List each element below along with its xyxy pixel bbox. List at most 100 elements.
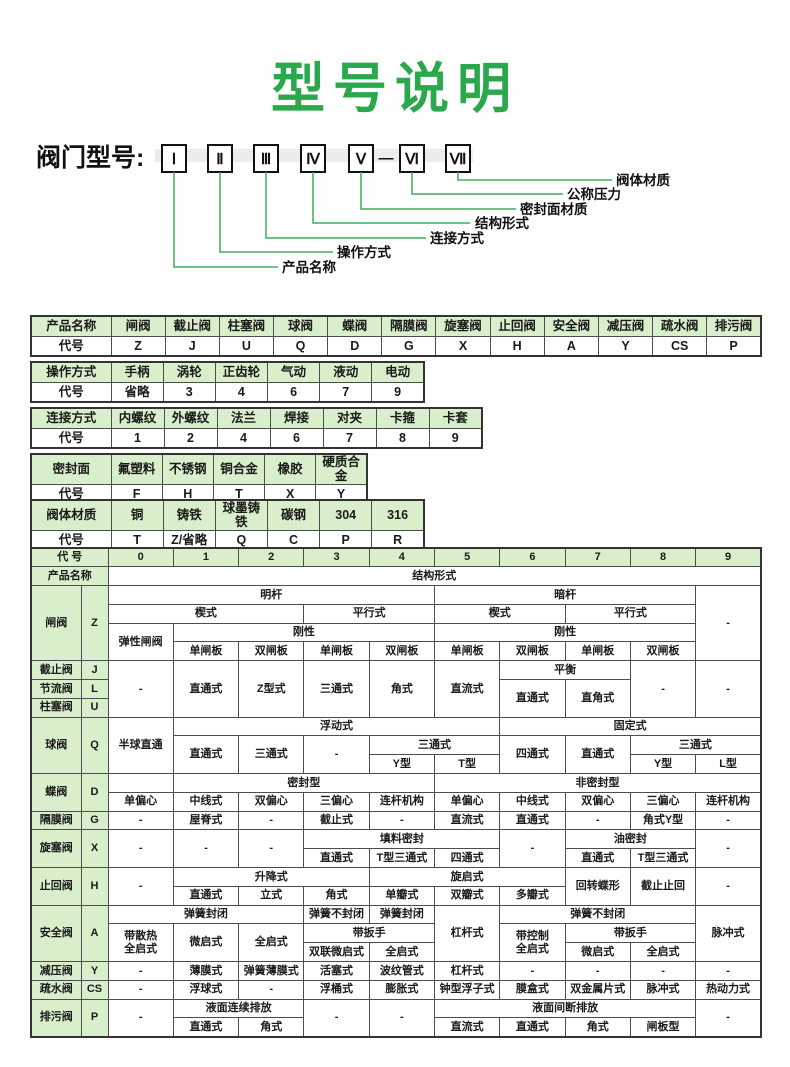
cell: 楔式	[107, 603, 305, 624]
cell: -	[368, 998, 435, 1038]
cell: -	[107, 961, 174, 981]
header-cell: 4	[368, 547, 435, 568]
cell: -	[107, 660, 174, 718]
cell: 双偏心	[238, 791, 305, 812]
cell: 角式Y型	[629, 810, 697, 831]
cell: 浮动式	[172, 716, 501, 737]
cell: 平行式	[303, 603, 435, 624]
cell: 弹簧薄膜式	[238, 961, 305, 981]
cell: -	[564, 810, 631, 831]
cell: -	[695, 998, 762, 1038]
header-cell: 阀体材质	[30, 499, 112, 531]
header-cell: 焊接	[269, 407, 324, 429]
valve-model-diagram: 阀门型号: Ⅰ Ⅱ Ⅲ Ⅳ Ⅴ Ⅵ Ⅶ —	[36, 143, 670, 275]
cell: 双闸板	[238, 641, 305, 662]
header-cell: 液动	[319, 361, 373, 383]
cell: 直通式	[499, 1017, 566, 1038]
cell: -	[695, 585, 762, 662]
cell: 屋脊式	[172, 810, 240, 831]
header-cell: 蝶阀	[30, 773, 82, 812]
cell: 9	[428, 427, 483, 449]
header-cell: 8	[629, 547, 697, 568]
cell: 填料密封	[303, 829, 501, 850]
cell: 半球直通	[107, 716, 174, 775]
header-cell: 橡胶	[264, 453, 317, 485]
cell: 单闸板	[433, 641, 501, 662]
header-cell: CS	[80, 979, 109, 1000]
header-cell: 旋塞阀	[30, 829, 82, 869]
header-cell: 正齿轮	[214, 361, 268, 383]
cell: 平衡	[499, 660, 631, 681]
cell: 脉冲式	[629, 979, 697, 1000]
cell: 直通式	[303, 848, 370, 869]
cell: 油密封	[564, 829, 697, 850]
callout-label: 密封面材质	[519, 201, 588, 217]
cell: 7	[322, 427, 377, 449]
cell: T型三通式	[629, 848, 697, 869]
cell: 活塞式	[303, 961, 370, 981]
cell: 全启式	[629, 942, 697, 963]
cell: Y型	[368, 754, 435, 775]
cell: 弹簧封闭	[107, 904, 305, 925]
callout-line	[173, 172, 278, 268]
cell: Y型	[629, 754, 697, 775]
cell: 直流式	[433, 810, 501, 831]
header-cell: 产品名称	[30, 315, 112, 337]
cell: 4	[214, 381, 268, 403]
cell: T型三通式	[368, 848, 435, 869]
cell: 直通式	[172, 660, 240, 718]
structure-form-table: 代 号 0 1 2 3 4 5 6 7 8 9 产品名称 结构形式 闸阀 Z 明杆 暗杆 - 楔式 平行式 楔式 平行式弹…	[30, 547, 762, 1038]
header-cell: 电动	[371, 361, 425, 383]
body-material-code-table: 阀体材质铜铸铁 球墨铸铁 碳钢 304 316 代号 T Z/省略 Q C P R	[30, 499, 425, 552]
cell: A	[543, 335, 599, 357]
cell: 密封型	[172, 773, 435, 793]
cell: Y	[597, 335, 654, 357]
header-cell: 气动	[266, 361, 321, 383]
header-cell: 6	[499, 547, 566, 568]
segment-box-2: Ⅱ	[216, 152, 223, 168]
cell: 薄膜式	[172, 961, 240, 981]
cell: 杠杆式	[433, 904, 501, 963]
header-cell: 截止阀	[164, 315, 220, 337]
cell: 浮球式	[172, 979, 240, 1000]
cell: 2	[163, 427, 218, 449]
header-cell: 球阀	[272, 315, 329, 337]
cell: 代号	[30, 335, 112, 357]
segment-box-5: Ⅴ	[355, 152, 367, 168]
callout-lines	[173, 172, 612, 268]
cell: 刚性	[433, 622, 697, 643]
cell: 立式	[238, 885, 305, 906]
cell: 单偏心	[433, 791, 501, 812]
header-cell: Z	[80, 585, 109, 662]
header-cell: L	[80, 679, 109, 699]
cell: 回转蝶形	[564, 867, 631, 906]
callout-line	[312, 172, 470, 224]
header-cell: 不锈钢	[161, 453, 214, 485]
callout-line	[219, 172, 333, 253]
callout-line	[360, 172, 516, 210]
cell: -	[564, 961, 631, 981]
cell: -	[499, 961, 566, 981]
cell: -	[303, 735, 370, 775]
callout-label: 操作方式	[337, 244, 391, 260]
header-cell: 内螺纹	[110, 407, 165, 429]
header-cell: J	[80, 660, 109, 681]
cell: 省略	[110, 381, 164, 403]
model-segment-boxes: Ⅰ Ⅱ Ⅲ Ⅳ Ⅴ Ⅵ Ⅶ —	[161, 144, 471, 173]
cell: 弹簧不封闭	[303, 904, 370, 925]
header-cell: 铸铁	[162, 499, 216, 531]
header-cell: 对夹	[322, 407, 377, 429]
cell: 旋启式	[368, 867, 566, 887]
cell: 双闸板	[368, 641, 435, 662]
segment-box-3: Ⅲ	[261, 152, 271, 168]
callout-label: 阀体材质	[616, 172, 670, 188]
cell: 单闸板	[303, 641, 370, 662]
cell: 直通式	[172, 1017, 240, 1038]
callout-line	[457, 172, 612, 181]
cell: 直通式	[172, 885, 240, 906]
header-cell: 柱塞阀	[218, 315, 274, 337]
header-cell: Y	[80, 961, 109, 981]
operation-code-table: 操作方式 手柄 涡轮 正齿轮 气动 液动 电动 代号 省略 3 4 6 7 9	[30, 361, 425, 403]
header-cell: 涡轮	[162, 361, 216, 383]
header-cell: H	[80, 867, 109, 906]
